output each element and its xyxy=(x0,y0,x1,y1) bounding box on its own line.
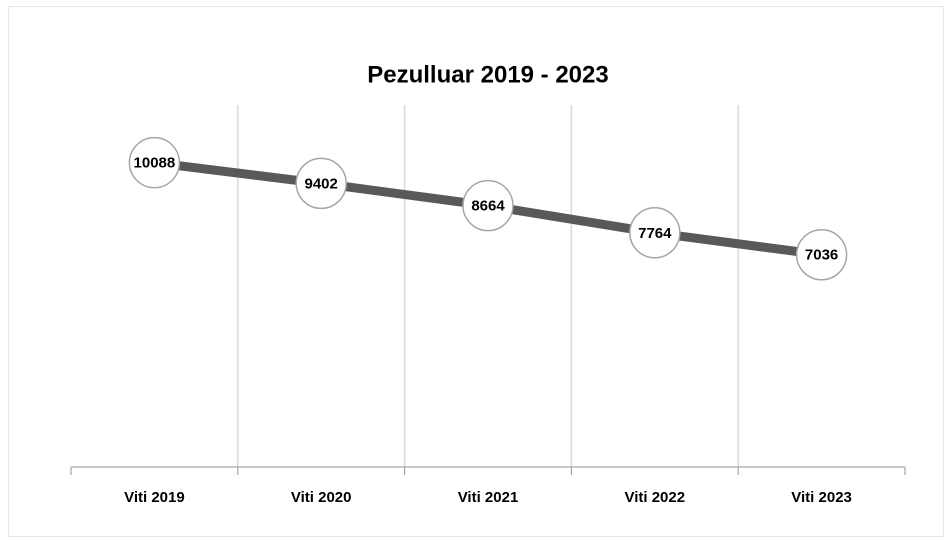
x-tick-label: Viti 2019 xyxy=(124,489,185,506)
marker xyxy=(128,136,181,189)
data-label: 9402 xyxy=(305,175,338,192)
chart-border xyxy=(8,6,944,537)
data-label: 7764 xyxy=(638,225,672,242)
marker xyxy=(462,179,514,232)
marker xyxy=(629,207,681,259)
x-tick-label: Viti 2020 xyxy=(291,489,352,506)
data-label: 8664 xyxy=(471,198,505,215)
x-tick-label: Viti 2022 xyxy=(624,489,685,506)
x-tick-label: Viti 2023 xyxy=(791,489,852,506)
x-tick-label: Viti 2021 xyxy=(458,489,519,506)
data-label: 10088 xyxy=(134,155,176,172)
marker xyxy=(295,157,347,210)
data-label: 7036 xyxy=(805,247,838,264)
chart-title: Pezulluar 2019 - 2023 xyxy=(367,61,608,88)
marker xyxy=(795,228,848,281)
